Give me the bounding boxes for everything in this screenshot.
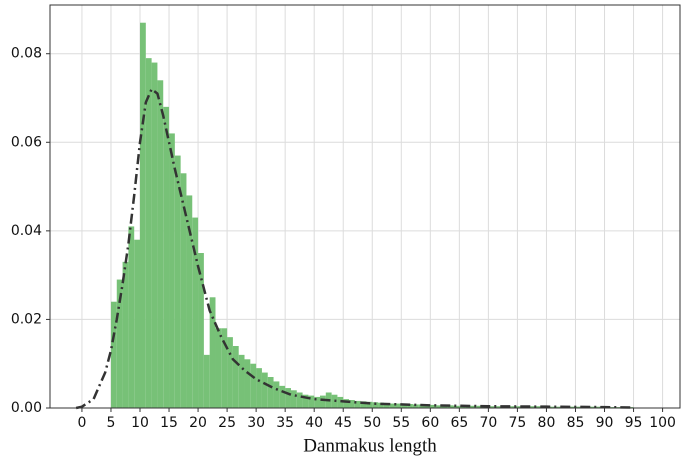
x-tick-label: 85 — [567, 415, 585, 431]
x-tick-label: 40 — [305, 415, 323, 431]
bar — [198, 253, 204, 408]
bar — [569, 406, 576, 408]
bar — [430, 404, 437, 408]
bar — [337, 396, 344, 408]
bar — [215, 328, 222, 408]
bar — [285, 388, 291, 408]
bar — [366, 401, 373, 408]
x-tick-label: 25 — [218, 415, 236, 431]
bar — [256, 368, 262, 408]
bar — [470, 405, 477, 408]
bar — [453, 405, 460, 408]
bar — [296, 392, 303, 408]
bar — [378, 402, 384, 408]
bar — [273, 381, 280, 408]
x-tick-label: 90 — [596, 415, 614, 431]
bar — [412, 404, 419, 408]
bar — [372, 402, 379, 408]
bar — [151, 62, 158, 408]
bar — [279, 385, 286, 408]
x-tick-label: 5 — [107, 415, 116, 431]
bar — [238, 354, 245, 408]
x-tick-label: 10 — [131, 415, 149, 431]
bar — [221, 328, 228, 408]
bar — [407, 404, 413, 408]
bar — [267, 377, 274, 408]
bar — [180, 173, 187, 408]
bar — [140, 22, 146, 408]
bar — [302, 394, 309, 408]
bar — [163, 106, 170, 408]
x-tick-label: 45 — [334, 415, 352, 431]
bar — [122, 261, 129, 408]
bar — [401, 404, 408, 408]
x-tick-label: 0 — [77, 415, 86, 431]
bar — [128, 226, 135, 408]
bar — [447, 405, 454, 408]
bar — [244, 359, 251, 408]
bar — [343, 399, 350, 408]
bar — [354, 400, 361, 408]
x-tick-label: 30 — [247, 415, 265, 431]
x-tick-label: 95 — [625, 415, 643, 431]
x-tick-label: 60 — [421, 415, 439, 431]
x-tick-label: 20 — [189, 415, 207, 431]
bar — [227, 337, 233, 408]
bar — [383, 403, 390, 408]
x-tick-label: 55 — [392, 415, 410, 431]
bar — [395, 403, 402, 408]
bar — [145, 58, 152, 409]
bar — [494, 406, 500, 408]
x-tick-label: 65 — [450, 415, 468, 431]
y-tick-label: 0.04 — [11, 223, 42, 239]
bar — [290, 390, 297, 408]
bar — [308, 395, 315, 408]
x-tick-label: 80 — [538, 415, 556, 431]
y-tick-label: 0.00 — [11, 400, 42, 416]
bar — [174, 155, 181, 408]
x-tick-label: 75 — [509, 415, 527, 431]
y-tick-label: 0.06 — [11, 134, 42, 150]
bar — [360, 401, 367, 408]
bar — [232, 346, 239, 408]
bar — [250, 363, 257, 408]
bar — [314, 396, 320, 408]
bar — [349, 400, 355, 408]
bar — [157, 80, 164, 409]
bar — [209, 297, 216, 408]
bar — [529, 406, 535, 408]
bar — [389, 403, 396, 408]
x-tick-label: 35 — [276, 415, 294, 431]
bar — [488, 406, 495, 408]
bar — [169, 133, 175, 408]
bar — [116, 279, 123, 408]
bar — [261, 372, 268, 408]
bar — [436, 405, 442, 408]
bar — [186, 195, 193, 408]
x-tick-label: 15 — [160, 415, 178, 431]
x-tick-label: 100 — [649, 415, 676, 431]
x-tick-label: 70 — [479, 415, 497, 431]
plot-frame — [49, 4, 681, 409]
bar — [203, 354, 210, 408]
bar — [110, 301, 117, 408]
bar — [476, 405, 483, 408]
bar — [575, 406, 582, 408]
y-tick-label: 0.08 — [11, 46, 42, 62]
x-axis-label: Danmakus length — [303, 435, 437, 456]
density-line — [75, 87, 634, 410]
y-tick-label: 0.02 — [11, 311, 42, 327]
bar — [134, 239, 140, 408]
bar — [320, 395, 326, 408]
bar — [534, 406, 541, 408]
bar — [192, 217, 199, 408]
x-tick-label: 50 — [363, 415, 381, 431]
